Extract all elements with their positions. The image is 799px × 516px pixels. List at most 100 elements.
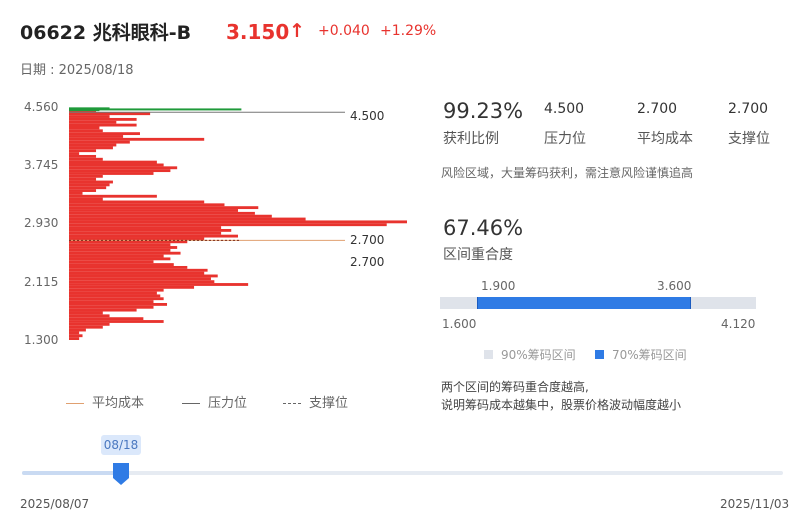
y-tick: 2.930 (24, 216, 59, 230)
chip-bar (69, 271, 205, 275)
y-tick: 1.300 (24, 333, 59, 347)
chip-bar (69, 291, 157, 295)
chip-bar (69, 265, 188, 269)
avg-cost-value: 2.700 (637, 101, 678, 117)
legend-pressure: 压力位 (182, 392, 247, 411)
chip-bar (69, 126, 100, 130)
chip-bar (69, 302, 168, 306)
support-value: 2.700 (728, 101, 769, 117)
chip-bar (69, 220, 407, 224)
chip-bar (69, 280, 215, 284)
avg-cost-line-icon (66, 403, 84, 404)
chip-bar (69, 152, 80, 155)
chip-bar (69, 317, 144, 321)
chip-bar (69, 180, 113, 184)
pressure-value: 4.500 (544, 101, 585, 117)
range70-swatch-icon (595, 350, 604, 359)
price-change: +0.040 (318, 23, 370, 39)
chip-bar (69, 334, 83, 338)
chip-bar (69, 237, 205, 241)
chip-bar (69, 254, 164, 258)
chip-bar (69, 160, 157, 164)
price-change-pct: +1.29% (380, 23, 437, 39)
chip-bar (69, 169, 171, 173)
pressure-line-icon (182, 403, 200, 404)
chip-bar (69, 217, 306, 221)
chip-bar (69, 120, 117, 124)
chip-bar (69, 277, 211, 281)
avg-cost-line-label: 2.700 (350, 233, 385, 247)
chip-bar (69, 143, 117, 147)
chip-bar (69, 243, 171, 247)
chip-bar (69, 214, 272, 218)
chip-bar (69, 274, 218, 278)
slider-thumb[interactable] (112, 462, 130, 486)
chip-bar (69, 234, 238, 238)
range70-bar (477, 297, 691, 309)
chip-bar (69, 203, 225, 207)
legend-label: 压力位 (208, 396, 248, 411)
legend-70: 70%筹码区间 (595, 346, 687, 363)
chip-bar (69, 177, 97, 181)
chip-bar (69, 200, 205, 204)
chip-bar (69, 297, 164, 301)
legend-label: 平均成本 (92, 396, 145, 411)
chip-bar (69, 322, 110, 326)
y-tick: 3.745 (24, 158, 59, 172)
chip-bar (69, 197, 103, 201)
chip-bar (69, 149, 97, 153)
stock-title: 06622 兆科眼科-B (20, 22, 192, 44)
chip-bar (69, 300, 154, 303)
chip-bar (69, 283, 249, 286)
chip-bar (69, 157, 103, 161)
legend-label: 70%筹码区间 (612, 348, 687, 362)
chip-bar (69, 112, 151, 116)
chip-bar (69, 314, 110, 318)
profit-ratio-value: 99.23% (443, 99, 524, 123)
up-arrow-icon: ↑ (289, 20, 305, 42)
chip-bar (69, 288, 164, 292)
slider-date-tooltip: 08/18 (101, 435, 141, 455)
chip-bar (69, 189, 97, 192)
chip-bar (69, 166, 178, 170)
slider-start-date: 2025/08/07 (20, 497, 90, 511)
date-slider-track[interactable] (22, 471, 783, 475)
legend-label: 支撑位 (309, 396, 349, 411)
chip-bar (69, 285, 195, 289)
chip-bar (69, 257, 171, 261)
overlap-label: 区间重合度 (443, 247, 513, 263)
support-label: 2.700 (350, 255, 385, 269)
legend-90: 90%筹码区间 (484, 346, 576, 363)
support-line-icon (283, 403, 301, 404)
chip-bar (69, 123, 137, 127)
chip-bar (69, 260, 154, 264)
date-slider-fill (22, 471, 121, 475)
avg-cost-label: 平均成本 (637, 131, 693, 147)
range90-high: 4.120 (721, 317, 756, 331)
date-label: 日期 : 2025/08/18 (20, 63, 134, 78)
pressure-label: 压力位 (544, 131, 586, 147)
chip-bar (69, 246, 178, 249)
current-price: 3.150 (226, 20, 290, 44)
chip-bar (69, 305, 154, 309)
chip-bar (69, 154, 97, 158)
slider-end-date: 2025/11/03 (720, 497, 790, 511)
chip-bar (69, 294, 161, 298)
chip-bar (69, 325, 103, 329)
range70-high: 3.600 (657, 279, 692, 293)
chip-bar (69, 206, 259, 210)
chip-bar (69, 163, 164, 167)
profit-ratio-label: 获利比例 (443, 131, 499, 147)
pressure-line-label: 4.500 (350, 109, 385, 123)
chip-bar (69, 228, 232, 232)
chip-bar (69, 211, 255, 215)
support-label: 支撑位 (728, 131, 770, 147)
chip-bar (69, 311, 103, 315)
chip-bar (69, 251, 181, 255)
chip-bar (69, 174, 103, 178)
chip-bar (69, 135, 124, 138)
chip-bar (69, 129, 103, 133)
overlap-note-2: 说明筹码成本越集中，股票价格波动幅度越小 (441, 398, 682, 412)
chip-bar (69, 132, 140, 136)
chip-bar (69, 331, 80, 335)
